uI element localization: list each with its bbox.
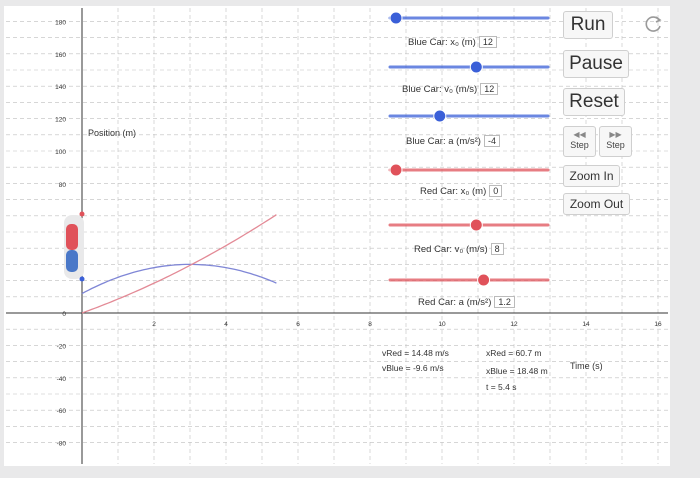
zoom-out-button[interactable]: Zoom Out xyxy=(563,193,630,215)
y-tick-label: -80 xyxy=(57,441,67,448)
x-tick-label: 10 xyxy=(438,321,446,328)
blue-v0-label: Blue Car: v₀ (m/s) 12 xyxy=(402,83,499,95)
grid xyxy=(6,8,668,464)
red-x0-input[interactable]: 0 xyxy=(489,185,503,197)
red-v0-label-text: Red Car: v₀ (m/s) xyxy=(414,244,488,255)
run-button[interactable]: Run xyxy=(563,11,613,39)
blue-x0-slider-handle[interactable] xyxy=(389,11,403,25)
step-back-icon: ◀◀ xyxy=(573,130,586,139)
x-red-readout: xRed = 60.7 m xyxy=(486,348,542,358)
blue-a-label: Blue Car: a (m/s²) -4 xyxy=(406,135,500,147)
graph-background xyxy=(4,6,670,466)
zoom-in-button[interactable]: Zoom In xyxy=(563,165,620,187)
red-a-label-text: Red Car: a (m/s²) xyxy=(418,297,492,308)
y-tick-label: 180 xyxy=(55,19,66,26)
v-red-readout: vRed = 14.48 m/s xyxy=(382,348,449,358)
x-tick-labels: 2 4 6 8 10 12 14 16 xyxy=(152,321,662,328)
x-tick-label: 14 xyxy=(582,321,590,328)
red-car-position-curve xyxy=(81,214,277,314)
x-tick-label: 12 xyxy=(510,321,518,328)
blue-x0-label-text: Blue Car: x₀ (m) xyxy=(408,37,476,48)
x-tick-label: 4 xyxy=(224,321,228,328)
x-tick-label: 8 xyxy=(368,321,372,328)
red-a-input[interactable]: 1.2 xyxy=(494,296,515,308)
step-back-button[interactable]: ◀◀ Step xyxy=(563,126,596,157)
blue-a-label-text: Blue Car: a (m/s²) xyxy=(406,136,481,147)
y-axis-label: Position (m) xyxy=(88,128,137,138)
blue-x0-input[interactable]: 12 xyxy=(478,36,497,48)
red-v0-input[interactable]: 8 xyxy=(490,243,504,255)
red-x0-label-text: Red Car: x₀ (m) xyxy=(420,186,487,197)
blue-v0-label-text: Blue Car: v₀ (m/s) xyxy=(402,84,478,95)
x-axis-label: Time (s) xyxy=(570,361,603,371)
reset-button[interactable]: Reset xyxy=(563,88,625,116)
red-car-icon[interactable] xyxy=(66,224,78,250)
y-tick-label: -20 xyxy=(57,343,67,350)
y-tick-label: -40 xyxy=(57,376,67,383)
blue-a-input[interactable]: -4 xyxy=(483,135,500,147)
y-tick-label: 120 xyxy=(55,117,66,124)
red-v0-label: Red Car: v₀ (m/s) 8 xyxy=(414,243,504,255)
y-tick-label: -60 xyxy=(57,408,67,415)
blue-v0-input[interactable]: 12 xyxy=(480,83,499,95)
red-car-point xyxy=(79,211,85,217)
y-tick-label: 0 xyxy=(62,311,66,318)
blue-car-point xyxy=(79,276,85,282)
time-readout: t = 5.4 s xyxy=(486,382,517,392)
step-forward-button[interactable]: ▶▶ Step xyxy=(599,126,632,157)
y-tick-label: 100 xyxy=(55,149,66,156)
red-v0-slider-handle[interactable] xyxy=(469,218,483,232)
car-track xyxy=(64,211,85,282)
blue-car-position-curve xyxy=(81,263,277,295)
y-tick-label: 80 xyxy=(59,182,67,189)
blue-a-slider-handle[interactable] xyxy=(433,109,447,123)
blue-x0-label: Blue Car: x₀ (m) 12 xyxy=(408,36,497,48)
y-tick-labels: 180 160 140 120 100 80 0 -20 -40 -60 -80 xyxy=(55,19,66,447)
pause-button[interactable]: Pause xyxy=(563,50,629,78)
sliders xyxy=(388,11,550,287)
refresh-icon[interactable] xyxy=(642,13,664,35)
step-back-label: Step xyxy=(570,140,589,150)
step-forward-icon: ▶▶ xyxy=(609,130,622,139)
step-forward-label: Step xyxy=(606,140,625,150)
blue-v0-slider-handle[interactable] xyxy=(469,60,483,74)
blue-car-icon[interactable] xyxy=(66,250,78,272)
red-x0-label: Red Car: x₀ (m) 0 xyxy=(420,185,503,197)
x-tick-label: 16 xyxy=(654,321,662,328)
y-tick-label: 140 xyxy=(55,84,66,91)
x-tick-label: 6 xyxy=(296,321,300,328)
v-blue-readout: vBlue = -9.6 m/s xyxy=(382,363,444,373)
red-x0-slider-handle[interactable] xyxy=(389,163,403,177)
y-tick-label: 160 xyxy=(55,52,66,59)
red-a-slider-handle[interactable] xyxy=(477,273,491,287)
x-tick-label: 2 xyxy=(152,321,156,328)
red-a-label: Red Car: a (m/s²) 1.2 xyxy=(418,296,515,308)
x-blue-readout: xBlue = 18.48 m xyxy=(486,366,548,376)
